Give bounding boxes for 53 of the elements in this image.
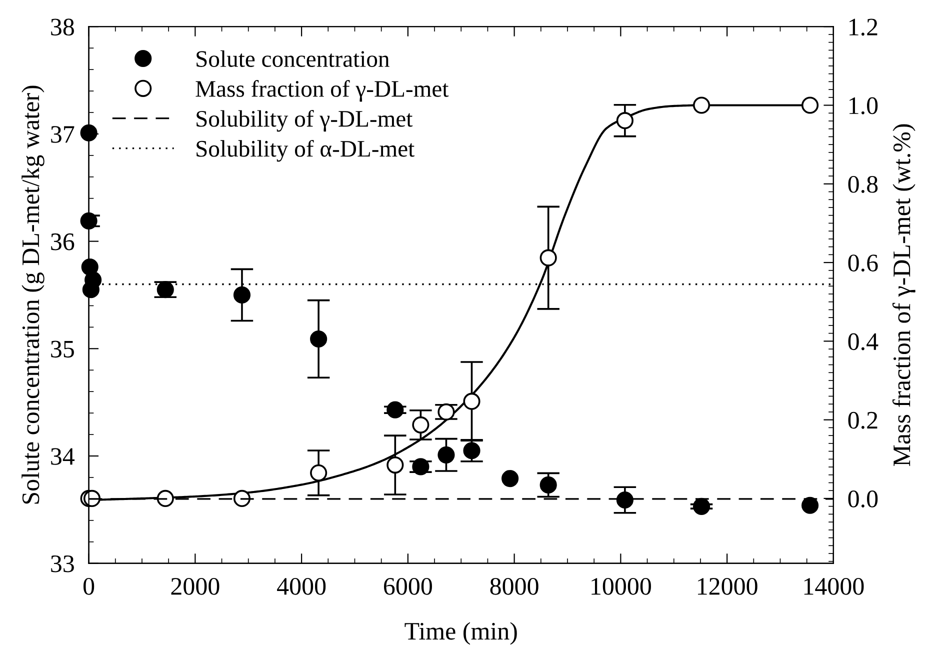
point xyxy=(616,491,634,509)
x-tick-label: 0 xyxy=(84,578,94,595)
y-tick-label: 36 xyxy=(51,233,74,250)
point xyxy=(463,392,480,410)
y2-tick-label: 0.6 xyxy=(848,254,878,272)
x-tick-label: 8000 xyxy=(490,578,538,595)
x-axis-title: Time (min) xyxy=(404,622,517,645)
point xyxy=(801,496,819,514)
point xyxy=(82,281,100,298)
x-tick-label: 2000 xyxy=(171,578,220,595)
y-tick-label: 35 xyxy=(51,340,74,358)
y2-tick-label: 0.2 xyxy=(848,412,878,429)
point xyxy=(156,281,174,298)
point xyxy=(540,249,557,266)
x-tick-label: 4000 xyxy=(277,578,326,595)
point xyxy=(801,96,819,114)
y2-tick-label: 0.4 xyxy=(848,333,878,350)
y-tick-label: 33 xyxy=(51,555,74,572)
y2-tick-label: 0.8 xyxy=(848,176,878,193)
point xyxy=(233,286,251,304)
legend-label: Mass fraction of γ-DL-met xyxy=(196,80,449,102)
point xyxy=(310,330,328,348)
y-axis-title: Solute concentration (g DL-met/kg water) xyxy=(22,86,44,504)
x-tick-label: 6000 xyxy=(384,578,432,595)
point xyxy=(80,212,98,230)
y2-axis-title: Mass fraction of γ-DL-met (wt.%) xyxy=(892,124,916,466)
y2-tick-label: 1.2 xyxy=(850,18,878,36)
y2-tick-label: 0.0 xyxy=(848,490,878,508)
y-tick-label: 38 xyxy=(51,18,74,36)
point xyxy=(412,416,430,434)
x-tick-label: 12000 xyxy=(698,578,758,595)
point xyxy=(81,258,98,276)
point xyxy=(386,456,404,474)
point xyxy=(616,112,634,130)
point xyxy=(502,470,519,488)
point xyxy=(692,96,710,114)
x-tick-label: 10000 xyxy=(592,578,651,595)
legend-label: Solute concentration xyxy=(196,50,390,67)
point xyxy=(438,403,455,420)
point xyxy=(412,458,430,476)
y-tick-label: 37 xyxy=(51,126,74,143)
point xyxy=(463,442,480,460)
point xyxy=(80,124,98,142)
point xyxy=(540,476,557,494)
point xyxy=(310,464,328,482)
legend-label: Solubility of γ-DL-met xyxy=(196,110,413,132)
legend-label: Solubility of α-DL-met xyxy=(196,140,415,162)
point xyxy=(386,401,404,418)
y-tick-label: 34 xyxy=(51,448,75,465)
point xyxy=(692,498,710,515)
y2-tick-label: 1.0 xyxy=(850,97,878,114)
x-tick-label: 14000 xyxy=(804,578,864,595)
point xyxy=(438,446,455,464)
